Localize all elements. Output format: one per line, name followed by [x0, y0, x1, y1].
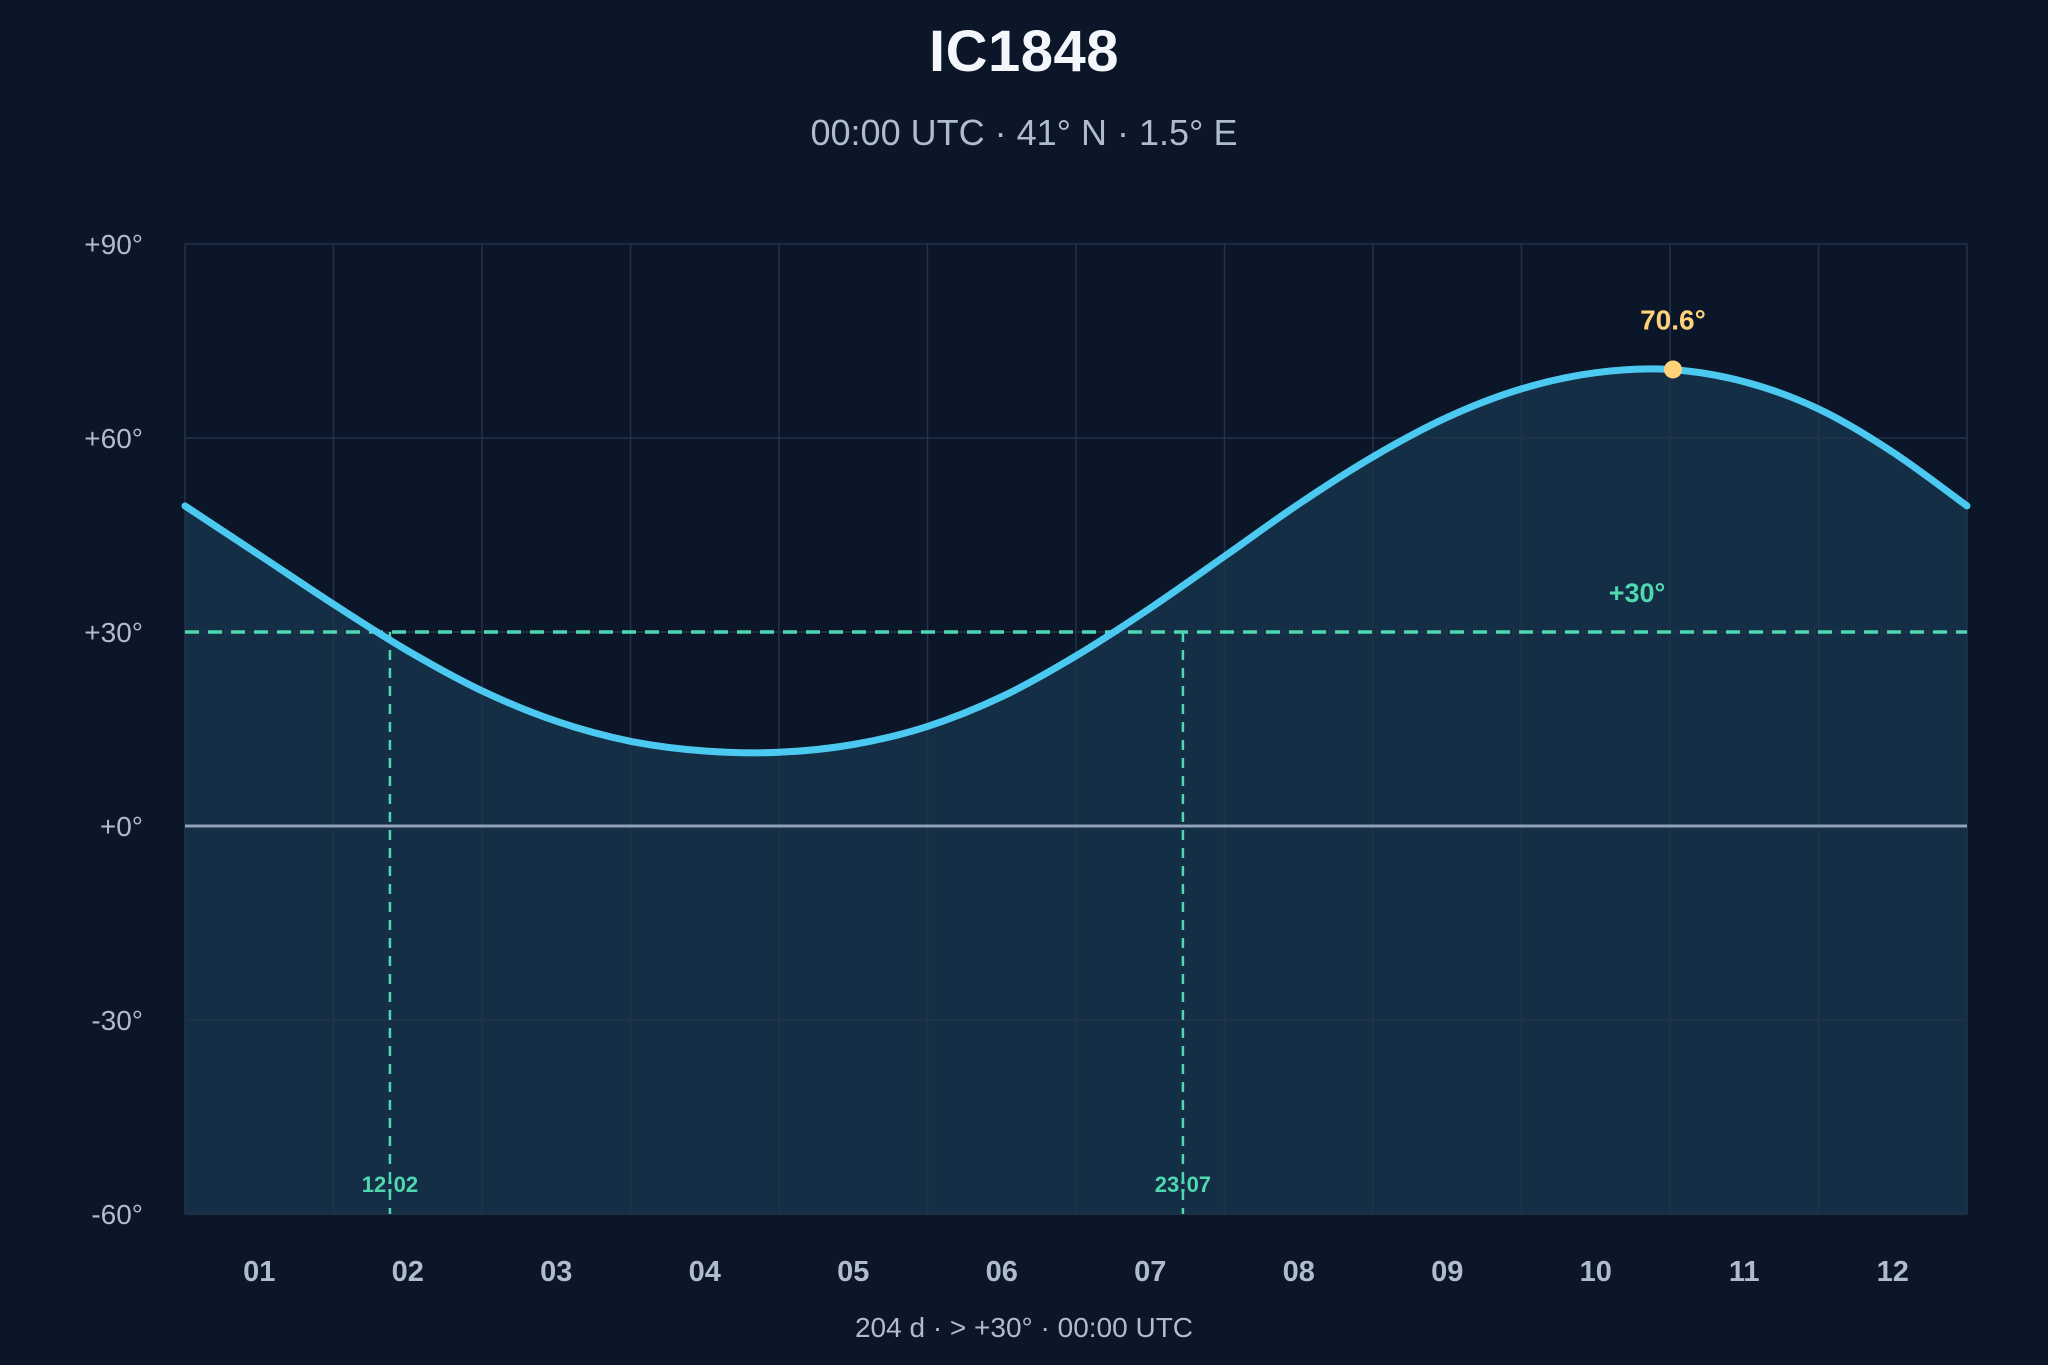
- y-axis-ticks: -60° -30° +0° +30° +60° +90°: [84, 229, 143, 1230]
- chart-subtitle: 00:00 UTC · 41° N · 1.5° E: [810, 112, 1238, 153]
- y-tick-label: -30°: [91, 1005, 143, 1036]
- x-tick-label: 03: [540, 1256, 572, 1288]
- x-tick-label: 07: [1134, 1256, 1166, 1288]
- x-tick-label: 04: [689, 1256, 721, 1288]
- crossing-markers: 12:02 23:07: [362, 632, 1211, 1214]
- x-tick-label: 12: [1877, 1256, 1909, 1288]
- x-tick-label: 06: [986, 1256, 1018, 1288]
- peak-dot: [1663, 360, 1682, 379]
- peak-marker-group: 70.6°: [1640, 304, 1706, 379]
- x-tick-label: 10: [1580, 1256, 1612, 1288]
- x-axis-ticks: 01 02 03 04 05 06 07 08 09 10 11 12: [243, 1256, 1909, 1288]
- x-tick-label: 08: [1283, 1256, 1315, 1288]
- threshold-label: +30°: [1609, 578, 1666, 608]
- y-tick-label: +60°: [84, 423, 143, 454]
- x-tick-label: 11: [1729, 1256, 1760, 1288]
- x-tick-label: 02: [392, 1256, 424, 1288]
- y-tick-label: +0°: [100, 811, 143, 842]
- crossing-label: 23:07: [1155, 1172, 1211, 1197]
- crossing-label: 12:02: [362, 1172, 418, 1197]
- footer-summary: 204 d · > +30° · 00:00 UTC: [854, 1312, 1194, 1343]
- x-tick-label: 09: [1431, 1256, 1463, 1288]
- y-tick-label: -60°: [91, 1199, 143, 1230]
- chart-title: IC1848: [928, 19, 1120, 84]
- y-tick-label: +90°: [84, 229, 143, 260]
- y-tick-label: +30°: [84, 617, 143, 648]
- peak-label: 70.6°: [1640, 304, 1706, 335]
- x-tick-label: 01: [243, 1256, 275, 1288]
- x-tick-label: 05: [837, 1256, 869, 1288]
